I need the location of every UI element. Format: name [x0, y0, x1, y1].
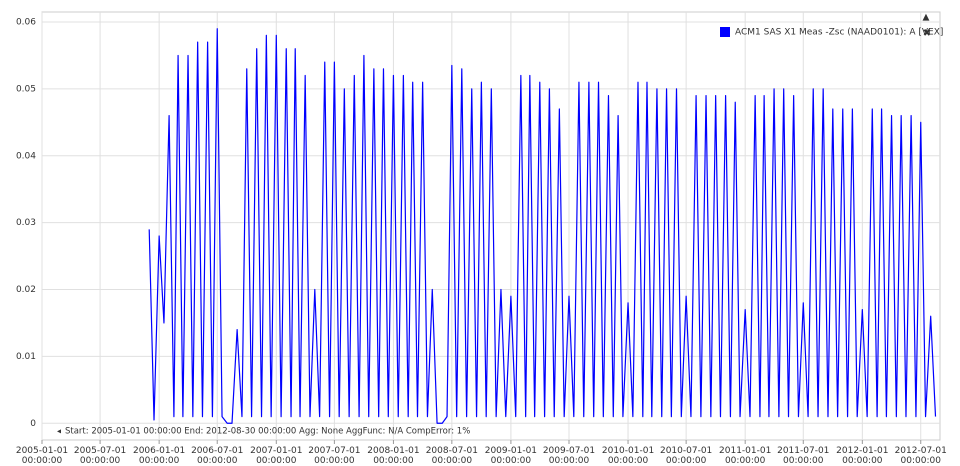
x-tick-label: 2005-01-01 00:00:00: [15, 446, 69, 466]
x-tick-label: 2011-07-01 00:00:00: [777, 446, 830, 466]
x-tick-label: 2008-07-01 00:00:00: [425, 446, 478, 466]
x-tick-label: 2011-01-01 00:00:00: [719, 446, 772, 466]
footnote: Start: 2005-01-01 00:00:00 End: 2012-08-…: [65, 427, 470, 437]
y-tick-label: 0.06: [16, 18, 36, 28]
x-tick-label: 2005-07-01 00:00:00: [73, 446, 127, 466]
legend-close-icon[interactable]: ✖: [923, 28, 931, 39]
x-tick-label: 2010-01-01 00:00:00: [601, 446, 655, 466]
legend-swatch: [720, 27, 730, 37]
x-tick-label: 2010-07-01 00:00:00: [659, 446, 713, 466]
x-tick-label: 2007-01-01 00:00:00: [250, 446, 303, 466]
footnote-arrow[interactable]: ◂: [57, 427, 61, 436]
y-tick-label: 0.05: [16, 84, 36, 94]
legend-collapse-icon[interactable]: ▲: [923, 13, 930, 23]
y-tick-label: 0.02: [16, 285, 36, 295]
x-tick-label: 2012-01-01 00:00:00: [836, 446, 889, 466]
y-tick-label: 0: [30, 419, 36, 429]
x-tick-label: 2009-01-01 00:00:00: [484, 446, 538, 466]
y-tick-label: 0.03: [16, 218, 36, 228]
x-tick-label: 2007-07-01 00:00:00: [308, 446, 361, 466]
data-line: [148, 28, 937, 424]
x-tick-label: 2009-07-01 00:00:00: [542, 446, 596, 466]
y-tick-label: 0.01: [16, 352, 36, 362]
x-tick-label: 2012-07-01 00:00:00: [894, 446, 947, 466]
x-tick-label: 2006-07-01 00:00:00: [191, 446, 244, 466]
marks: [148, 28, 937, 424]
y-tick-label: 0.04: [16, 151, 36, 161]
legend-label: ACM1 SAS X1 Meas -Zsc (NAAD0101): A [VEX…: [735, 28, 943, 38]
x-tick-label: 2006-01-01 00:00:00: [132, 446, 186, 466]
x-tick-label: 2008-01-01 00:00:00: [367, 446, 420, 466]
